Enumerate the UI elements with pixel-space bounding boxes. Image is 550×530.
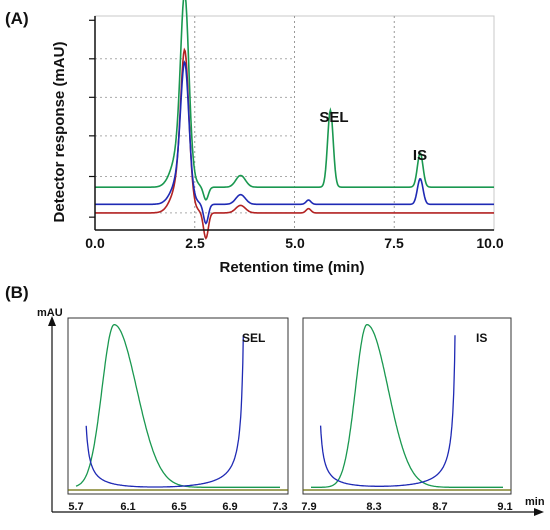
panel-b-label: (B) [5, 283, 29, 302]
subplot-is-xtick-2: 8.7 [432, 501, 447, 513]
subplot-is-title: IS [476, 331, 487, 345]
panel-a-trace-green [95, 0, 494, 201]
panel-a-y-axis-label: Detector response (mAU) [51, 42, 68, 223]
panel-a-xtick-3: 7.5 [384, 235, 404, 251]
panel-a-plot [89, 0, 495, 240]
subplot-sel-trace-blue [85, 335, 244, 488]
panel-a-trace-red [95, 47, 494, 240]
subplot-is-trace-green [311, 324, 503, 488]
subplot-sel-xtick-1: 6.1 [120, 501, 135, 513]
subplot-is-xtick-3: 9.1 [497, 501, 512, 513]
panel-b-x-axis-label: min [525, 496, 545, 508]
panel-b-y-arrow [48, 316, 56, 326]
panel-a-xtick-4: 10.0 [476, 235, 503, 251]
subplot-sel-xtick-2: 6.5 [171, 501, 186, 513]
panel-b-y-axis-label: mAU [37, 307, 63, 319]
subplot-sel-xtick-3: 6.9 [222, 501, 237, 513]
subplot-sel-title: SEL [242, 331, 265, 345]
subplot-sel-xtick-4: 7.3 [272, 501, 287, 513]
subplot-sel-trace-green [75, 324, 280, 488]
panel-b-x-arrow [534, 508, 544, 516]
panel-a-traces [95, 0, 494, 240]
panel-b-traces [68, 324, 511, 491]
annotation-is: IS [413, 147, 427, 164]
panel-a-yticks [89, 19, 95, 218]
subplot-sel-frame [67, 317, 289, 495]
subplot-is-frame [302, 317, 512, 495]
panel-a-xtick-0: 0.0 [85, 235, 105, 251]
panel-a-trace-blue [95, 60, 494, 225]
subplot-is-xtick-0: 7.9 [301, 501, 316, 513]
subplot-is-trace-blue [319, 335, 456, 487]
panel-a-label: (A) [5, 9, 29, 28]
panel-a-xtick-2: 5.0 [285, 235, 305, 251]
panel-a-xtick-1: 2.5 [185, 235, 205, 251]
subplot-is-xtick-1: 8.3 [366, 501, 381, 513]
subplot-sel-xtick-0: 5.7 [68, 501, 83, 513]
panel-a-x-axis-label: Retention time (min) [220, 259, 365, 276]
annotation-sel: SEL [319, 109, 348, 126]
